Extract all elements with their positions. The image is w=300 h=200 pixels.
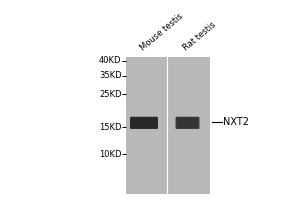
Bar (178, 118, 197, 127)
Text: 35KD: 35KD (99, 71, 122, 80)
Bar (133, 119, 155, 126)
Bar (131, 117, 157, 128)
Bar (130, 116, 158, 128)
Bar (126, 57, 210, 194)
Text: 40KD: 40KD (99, 56, 122, 65)
Bar (178, 118, 197, 126)
Text: Mouse testis: Mouse testis (138, 12, 184, 53)
Bar (130, 116, 158, 129)
FancyBboxPatch shape (176, 117, 200, 129)
Text: NXT2: NXT2 (224, 117, 250, 127)
Text: 10KD: 10KD (99, 150, 122, 159)
Bar (177, 118, 198, 127)
Bar (178, 119, 196, 126)
Bar (132, 118, 156, 127)
FancyBboxPatch shape (130, 117, 158, 129)
Bar (177, 117, 198, 128)
Bar (133, 118, 155, 126)
Text: 15KD: 15KD (99, 123, 122, 132)
Text: Rat testis: Rat testis (182, 20, 218, 53)
Bar (176, 116, 199, 128)
Bar (176, 116, 199, 129)
Bar (132, 118, 156, 127)
Bar (177, 117, 198, 128)
Text: 25KD: 25KD (99, 90, 122, 99)
Bar (131, 117, 157, 128)
